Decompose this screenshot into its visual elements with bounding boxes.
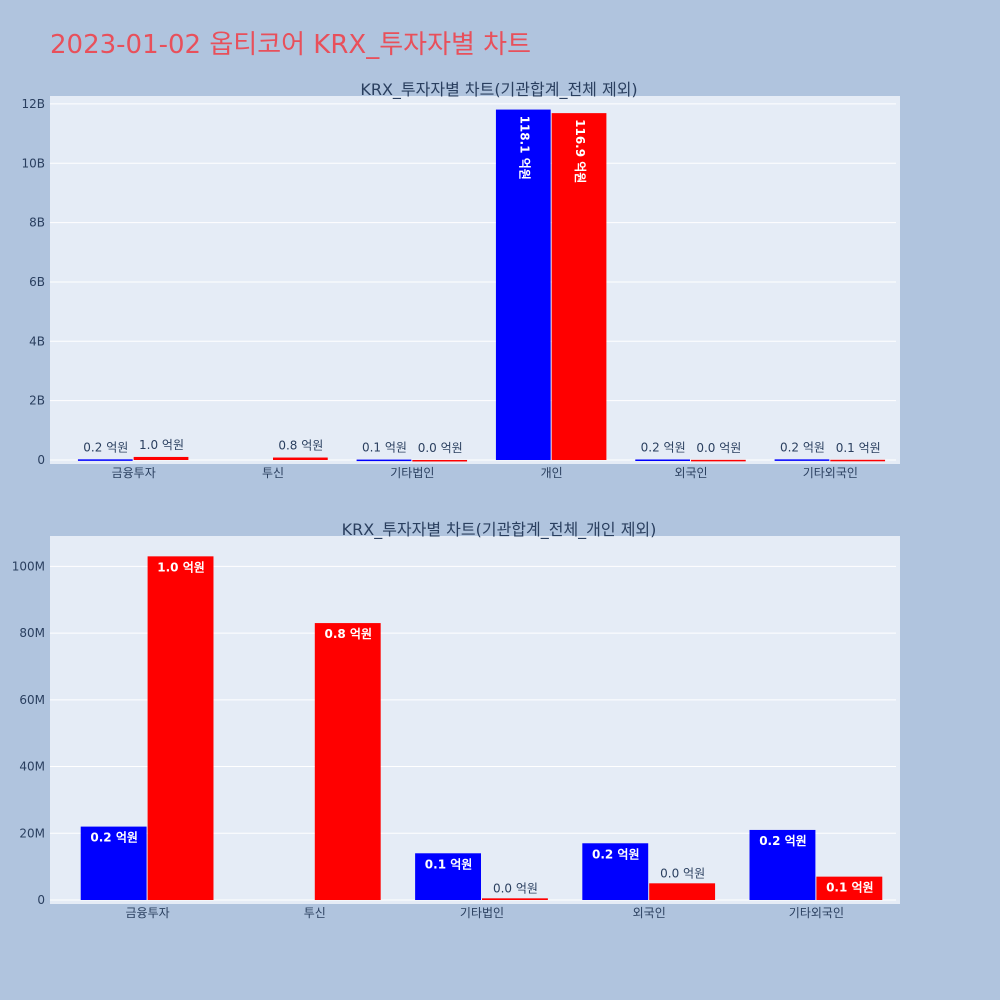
y-tick-label: 4B bbox=[29, 334, 45, 348]
x-tick-label: 기타외국인 bbox=[803, 466, 858, 480]
chart-1: 0 2B 4B 6B 8B 10B 12B KRX_투자자별 차트(기관합계_전체 제외) 금융… bbox=[21, 80, 900, 480]
data-label: 0.0 억원 bbox=[660, 866, 705, 880]
x-tick-label: 투신 bbox=[262, 466, 284, 480]
y-tick-label: 8B bbox=[29, 216, 45, 230]
bar bbox=[495, 109, 551, 460]
x-tick-label: 기타외국인 bbox=[789, 906, 844, 920]
data-label: 0.1 억원 bbox=[362, 441, 407, 455]
x-tick-label: 금융투자 bbox=[126, 906, 170, 920]
bar bbox=[77, 459, 133, 461]
y-tick-label: 2B bbox=[29, 394, 45, 408]
bar bbox=[314, 623, 381, 900]
data-label: 0.2 억원 bbox=[592, 847, 640, 861]
x-tick-label: 투신 bbox=[304, 906, 326, 920]
bar bbox=[415, 853, 481, 900]
data-label: 0.1 억원 bbox=[836, 441, 881, 455]
bar bbox=[691, 459, 746, 462]
data-label: 0.2 억원 bbox=[780, 440, 825, 454]
bar bbox=[635, 459, 690, 461]
plot-area bbox=[50, 96, 900, 464]
data-label: 0.2 억원 bbox=[90, 831, 138, 845]
y-tick-label: 40M bbox=[19, 760, 45, 774]
y-tick-label: 0 bbox=[37, 893, 45, 907]
bar bbox=[649, 883, 716, 900]
bar bbox=[749, 829, 816, 900]
page-title: 2023-01-02 옵티코어 KRX_투자자별 차트 bbox=[50, 30, 532, 60]
bar bbox=[830, 459, 886, 462]
data-label: 0.0 억원 bbox=[418, 441, 463, 455]
chart-title: KRX_투자자별 차트(기관합계_전체_개인 제외) bbox=[342, 520, 657, 540]
y-tick-label: 6B bbox=[29, 275, 45, 289]
chart-title: KRX_투자자별 차트(기관합계_전체 제외) bbox=[360, 80, 637, 100]
bar bbox=[133, 456, 189, 460]
x-tick-label: 금융투자 bbox=[112, 466, 156, 480]
data-label: 1.0 억원 bbox=[139, 438, 184, 452]
bar bbox=[551, 113, 607, 461]
y-tick-label: 12B bbox=[21, 97, 45, 111]
bar bbox=[356, 459, 412, 462]
data-label: 0.2 억원 bbox=[759, 834, 807, 848]
data-label: 1.0 억원 bbox=[157, 560, 205, 574]
data-label: 0.8 억원 bbox=[324, 627, 372, 641]
data-label: 0.2 억원 bbox=[641, 440, 686, 454]
data-label: 0.0 억원 bbox=[493, 881, 538, 895]
data-label: 0.1 억원 bbox=[425, 857, 473, 871]
y-tick-label: 10B bbox=[21, 156, 45, 170]
y-tick-label: 0 bbox=[37, 453, 45, 467]
bar bbox=[147, 556, 214, 900]
data-label: 0.0 억원 bbox=[696, 441, 741, 455]
bar bbox=[273, 457, 328, 460]
bar bbox=[774, 459, 830, 461]
bar bbox=[412, 459, 468, 462]
bar bbox=[582, 843, 649, 900]
x-tick-label: 기타법인 bbox=[390, 466, 434, 480]
y-tick-label: 100M bbox=[12, 559, 45, 573]
x-tick-label: 외국인 bbox=[674, 466, 707, 480]
y-tick-label: 80M bbox=[19, 626, 45, 640]
x-tick-label: 외국인 bbox=[633, 906, 666, 920]
data-label: 116.9 억원 bbox=[573, 119, 587, 183]
y-tick-label: 20M bbox=[19, 826, 45, 840]
x-tick-label: 기타법인 bbox=[460, 906, 504, 920]
y-tick-label: 60M bbox=[19, 693, 45, 707]
bar bbox=[80, 826, 147, 900]
data-label: 118.1 억원 bbox=[517, 116, 531, 180]
data-label: 0.1 억원 bbox=[826, 881, 874, 895]
data-label: 0.8 억원 bbox=[278, 439, 323, 453]
bar bbox=[816, 876, 883, 900]
data-label: 0.2 억원 bbox=[83, 440, 128, 454]
chart-2: 0 20M 40M 60M 80M 100M KRX_투자자별 차트(기관합계_전체_개인 … bbox=[12, 520, 900, 920]
bar bbox=[482, 898, 548, 900]
x-tick-label: 개인 bbox=[541, 466, 563, 480]
